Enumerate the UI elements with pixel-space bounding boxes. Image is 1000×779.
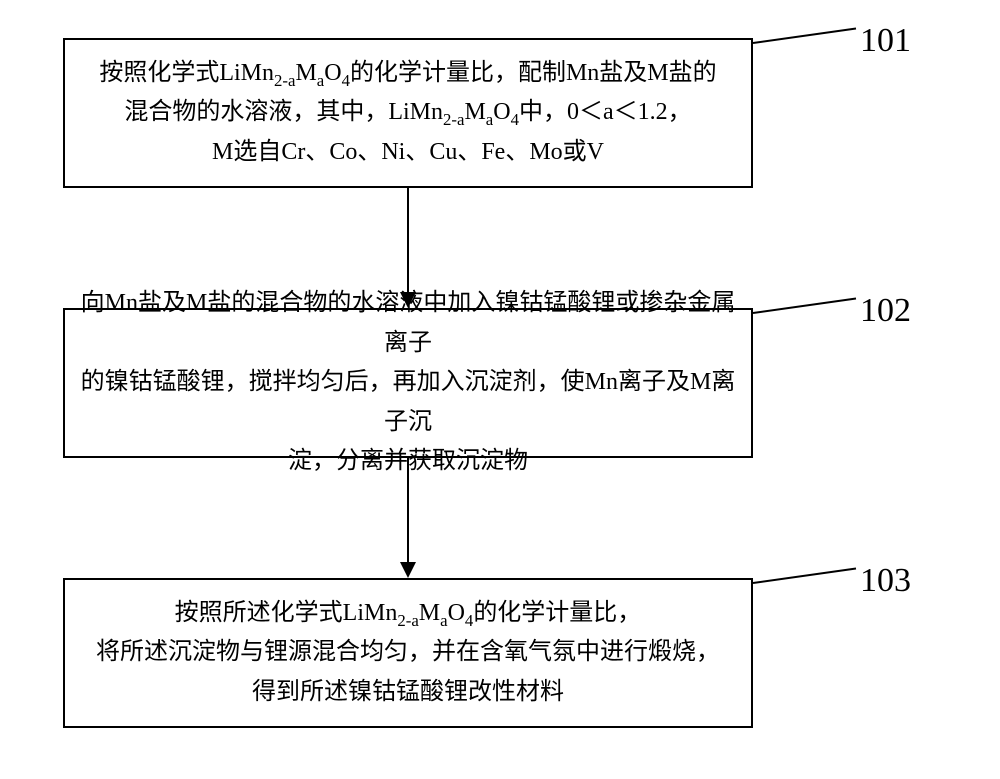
leader-103 [753, 568, 856, 584]
t: M [464, 99, 485, 125]
t: 2-a [443, 110, 464, 129]
t: 2-a [397, 610, 418, 629]
label-102: 102 [860, 292, 911, 330]
t: 的化学计量比， [473, 600, 641, 626]
step-103-text: 按照所述化学式LiMn2-aMaO4的化学计量比， 将所述沉淀物与锂源混合均匀，… [79, 594, 737, 713]
t: 向Mn盐及M盐的混合物的水溶液中加入镍钴锰酸锂或掺杂金属离子 [81, 290, 736, 356]
t: O [493, 99, 510, 125]
t: M [419, 600, 440, 626]
flowchart-canvas: 按照化学式LiMn2-aMaO4的化学计量比，配制Mn盐及M盐的 混合物的水溶液… [0, 0, 1000, 779]
t: a [440, 610, 447, 629]
label-101: 101 [860, 22, 911, 60]
step-box-101: 按照化学式LiMn2-aMaO4的化学计量比，配制Mn盐及M盐的 混合物的水溶液… [63, 38, 753, 188]
t: 中，0＜a＜1.2， [519, 99, 692, 125]
arrow-1-2 [407, 188, 409, 294]
arrow-2-3 [407, 458, 409, 564]
t: M选自Cr、Co、Ni、Cu、Fe、Mo或V [212, 139, 604, 165]
t: 4 [511, 110, 519, 129]
t: 按照化学式LiMn [99, 60, 274, 86]
step-101-text: 按照化学式LiMn2-aMaO4的化学计量比，配制Mn盐及M盐的 混合物的水溶液… [79, 54, 737, 173]
t: M [295, 60, 316, 86]
t: O [324, 60, 341, 86]
t: 的化学计量比，配制Mn盐及M盐的 [350, 60, 717, 86]
leader-101 [753, 28, 856, 44]
t: 得到所述镍钴锰酸锂改性材料 [252, 679, 564, 705]
t: 的镍钴锰酸锂，搅拌均匀后，再加入沉淀剂，使Mn离子及M离子沉 [81, 369, 736, 435]
arrow-head-2-3 [400, 562, 416, 578]
t: 2-a [274, 70, 295, 89]
step-102-text: 向Mn盐及M盐的混合物的水溶液中加入镍钴锰酸锂或掺杂金属离子 的镍钴锰酸锂，搅拌… [79, 284, 737, 482]
t: 按照所述化学式LiMn [175, 600, 398, 626]
t: O [448, 600, 465, 626]
label-103: 103 [860, 562, 911, 600]
leader-102 [753, 298, 856, 314]
t: 将所述沉淀物与锂源混合均匀，并在含氧气氛中进行煅烧， [96, 639, 720, 665]
t: 混合物的水溶液，其中，LiMn [124, 99, 443, 125]
step-box-103: 按照所述化学式LiMn2-aMaO4的化学计量比， 将所述沉淀物与锂源混合均匀，… [63, 578, 753, 728]
step-box-102: 向Mn盐及M盐的混合物的水溶液中加入镍钴锰酸锂或掺杂金属离子 的镍钴锰酸锂，搅拌… [63, 308, 753, 458]
t: 4 [342, 70, 350, 89]
